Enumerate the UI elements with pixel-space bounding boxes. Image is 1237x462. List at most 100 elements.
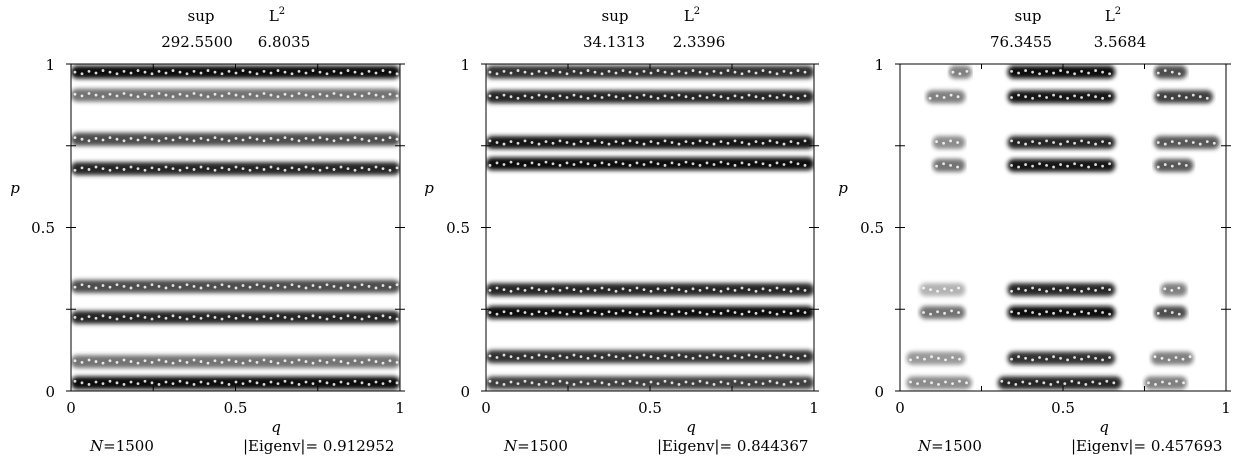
band-speckle — [593, 94, 597, 98]
band-speckle — [248, 70, 252, 74]
band-speckle — [353, 285, 357, 289]
band-speckle — [775, 312, 779, 316]
band-speckle — [388, 168, 392, 172]
band-speckle — [1045, 163, 1048, 167]
band-speckle — [733, 379, 737, 383]
band-speckle — [705, 161, 709, 165]
band-speckle — [290, 317, 294, 321]
band-speckle — [684, 71, 688, 75]
band-speckle — [157, 358, 161, 362]
band-speckle — [726, 356, 730, 360]
band-speckle — [367, 168, 371, 171]
band-speckle — [789, 95, 793, 99]
band-speckle — [360, 137, 364, 141]
x-axis-label: q — [1099, 418, 1109, 436]
band-speckle — [178, 92, 182, 96]
band-speckle — [304, 316, 308, 320]
band-speckle — [677, 288, 681, 292]
density-band — [1154, 158, 1194, 172]
band-speckle — [936, 310, 939, 314]
band-speckle — [1052, 355, 1055, 359]
band-speckle — [318, 285, 322, 289]
band-speckle — [311, 69, 315, 72]
band-speckle — [108, 168, 112, 172]
band-speckle — [1052, 165, 1055, 169]
band-speckle — [325, 72, 329, 76]
band-speckle — [129, 360, 133, 363]
band-speckle — [213, 379, 217, 383]
band-speckle — [1010, 96, 1013, 99]
x-axis-label: q — [271, 418, 281, 436]
band-speckle — [691, 141, 695, 145]
band-speckle — [565, 72, 569, 76]
band-speckle — [108, 379, 112, 383]
band-speckle — [143, 359, 147, 363]
tick-marks-2 — [481, 63, 819, 392]
band-speckle — [1177, 312, 1181, 316]
density-band — [1154, 135, 1220, 149]
band-speckle — [1017, 141, 1020, 144]
band-speckle — [262, 92, 266, 95]
band-speckle — [381, 167, 385, 171]
band-speckle — [957, 286, 960, 290]
band-speckle — [958, 357, 961, 361]
band-speckle — [1038, 72, 1041, 76]
band-speckle — [488, 163, 492, 167]
band-speckle — [684, 140, 688, 144]
band-speckle — [691, 69, 695, 72]
band-speckle — [740, 72, 744, 76]
band-speckle — [332, 315, 336, 319]
band-speckle — [768, 379, 772, 383]
band-speckle — [705, 286, 709, 290]
band-speckle — [80, 137, 84, 141]
band-speckle — [234, 286, 238, 290]
band-speckle — [579, 289, 583, 293]
band-speckle — [754, 289, 758, 293]
band-speckle — [614, 380, 618, 384]
band-speckle — [178, 316, 182, 319]
band-speckle — [311, 138, 315, 142]
band-speckle — [747, 383, 751, 386]
band-speckle — [663, 163, 667, 167]
band-speckle — [129, 71, 133, 75]
band-speckle — [712, 288, 716, 292]
band-speckle — [374, 380, 378, 384]
band-speckle — [516, 162, 520, 166]
band-speckle — [241, 95, 245, 99]
band-speckle — [234, 137, 238, 140]
band-speckle — [656, 96, 660, 100]
band-speckle — [1198, 142, 1202, 146]
band-speckle — [733, 354, 737, 358]
band-speckle — [1059, 95, 1062, 99]
band-speckle — [87, 69, 91, 73]
band-speckle — [607, 93, 611, 97]
band-speckle — [150, 166, 154, 170]
band-speckle — [677, 93, 681, 97]
band-speckle — [488, 139, 492, 143]
band-speckle — [579, 71, 583, 75]
band-speckle — [234, 360, 238, 363]
band-speckle — [269, 137, 273, 140]
band-speckle — [551, 162, 555, 166]
band-speckle — [537, 310, 541, 314]
band-speckle — [705, 356, 709, 359]
band-speckle — [346, 382, 350, 386]
band-speckle — [136, 167, 140, 171]
plot-frame-1 — [70, 63, 401, 392]
band-speckle — [1156, 93, 1160, 97]
band-speckle — [1080, 69, 1083, 73]
band-speckle — [754, 355, 758, 359]
band-speckle — [516, 382, 520, 386]
band-speckle — [80, 283, 84, 287]
band-speckle — [740, 286, 744, 290]
band-speckle — [367, 92, 371, 95]
band-speckle — [318, 316, 322, 319]
band-speckle — [318, 379, 322, 383]
band-speckle — [1094, 356, 1097, 360]
band-speckle — [395, 360, 399, 364]
band-speckle — [1212, 141, 1216, 145]
band-speckle — [670, 72, 674, 76]
band-speckle — [1052, 311, 1055, 315]
band-speckle — [346, 69, 350, 72]
band-speckle — [677, 310, 681, 314]
